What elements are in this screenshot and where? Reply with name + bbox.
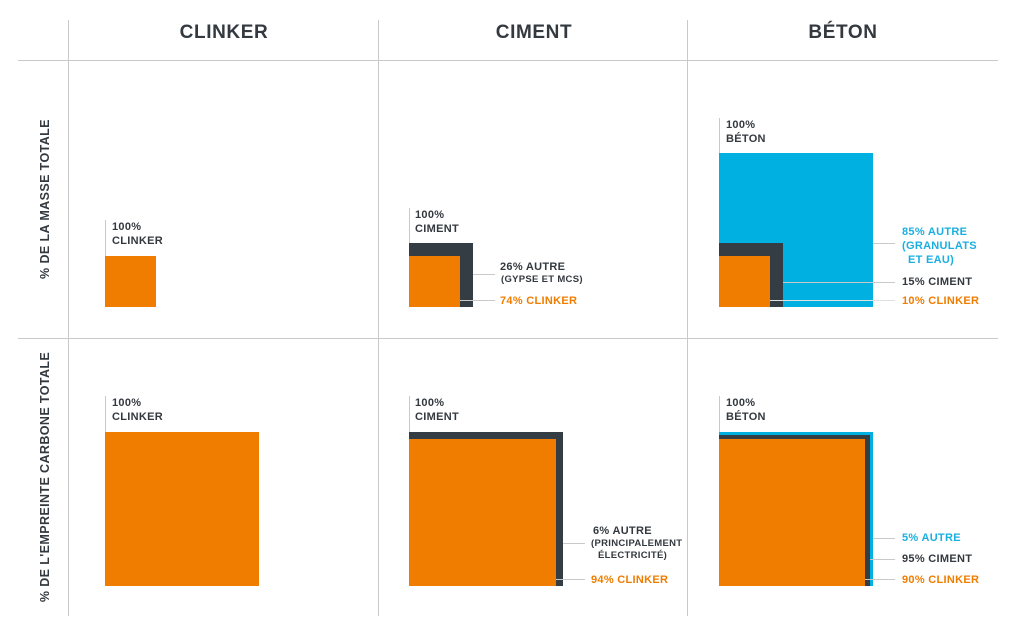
grid-vertical-3 [687,20,688,616]
mass-beton-clinker-leader [770,300,895,301]
mass-clinker-label-pct: 100% [112,221,142,233]
mass-beton-label-name: BÉTON [726,133,766,145]
mass-beton-tick [719,118,720,153]
mass-beton-ciment-leader [783,282,895,283]
carbon-beton-ciment-leader [870,559,895,560]
mass-ciment-autre-detail: (GYPSE ET MCS) [501,274,583,285]
carbon-beton-clinker-label: 90% CLINKER [902,574,980,586]
grid-horizontal-1 [18,60,998,61]
mass-ciment-autre-leader [473,274,495,275]
carbon-clinker-label-pct: 100% [112,397,142,409]
mass-clinker-square [105,256,156,307]
carbon-beton-clinker-leader [865,579,895,580]
mass-ciment-label-pct: 100% [415,209,445,221]
carbon-clinker-square [105,432,259,586]
row-label-carbon: % DE L'EMPREINTE CARBONE TOTALE [38,351,52,603]
mass-ciment-autre-label: 26% AUTRE [500,261,566,273]
row-label-mass: % DE LA MASSE TOTALE [38,119,52,279]
carbon-clinker-label-name: CLINKER [112,411,163,423]
mass-beton-label-pct: 100% [726,119,756,131]
mass-clinker-label-name: CLINKER [112,235,163,247]
mass-beton-clinker-square [719,256,770,307]
mass-beton-clinker-label: 10% CLINKER [902,295,980,307]
carbon-beton-autre-leader [873,538,895,539]
mass-beton-autre-label-2: (GRANULATS [902,240,977,252]
grid-vertical-2 [378,20,379,616]
carbon-beton-ciment-label: 95% CIMENT [902,553,973,565]
mass-clinker-tick [105,220,106,256]
carbon-beton-label-pct: 100% [726,397,756,409]
carbon-ciment-clinker-label: 94% CLINKER [591,574,669,586]
carbon-ciment-autre-label: 6% AUTRE [593,525,652,537]
carbon-ciment-label-name: CIMENT [415,411,459,423]
carbon-ciment-autre-detail-1: (PRINCIPALEMENT [591,538,683,549]
carbon-ciment-clinker-square [409,439,556,586]
mass-ciment-clinker-square [409,256,460,307]
column-header-beton: BÉTON [808,22,878,43]
mass-ciment-clinker-leader [460,300,495,301]
carbon-beton-clinker-square [719,439,865,586]
grid-vertical-1 [68,20,69,616]
mass-beton-autre-label-3: ET EAU) [908,254,955,266]
mass-ciment-tick [409,208,410,243]
mass-ciment-clinker-label: 74% CLINKER [500,295,578,307]
carbon-beton-label-name: BÉTON [726,411,766,423]
carbon-ciment-autre-detail-2: ÉLECTRICITÉ) [598,550,668,561]
mass-beton-ciment-label: 15% CIMENT [902,276,973,288]
mass-beton-autre-leader [873,243,895,244]
carbon-ciment-autre-leader [563,543,585,544]
mass-ciment-label-name: CIMENT [415,223,459,235]
carbon-ciment-label-pct: 100% [415,397,445,409]
carbon-ciment-tick [409,396,410,432]
carbon-beton-tick [719,396,720,432]
grid-horizontal-2 [18,338,998,339]
carbon-ciment-clinker-leader [556,579,585,580]
column-header-clinker: CLINKER [179,22,269,43]
carbon-beton-autre-label: 5% AUTRE [902,532,961,544]
mass-beton-autre-label-1: 85% AUTRE [902,226,968,238]
column-header-ciment: CIMENT [495,22,573,43]
carbon-clinker-tick [105,396,106,432]
